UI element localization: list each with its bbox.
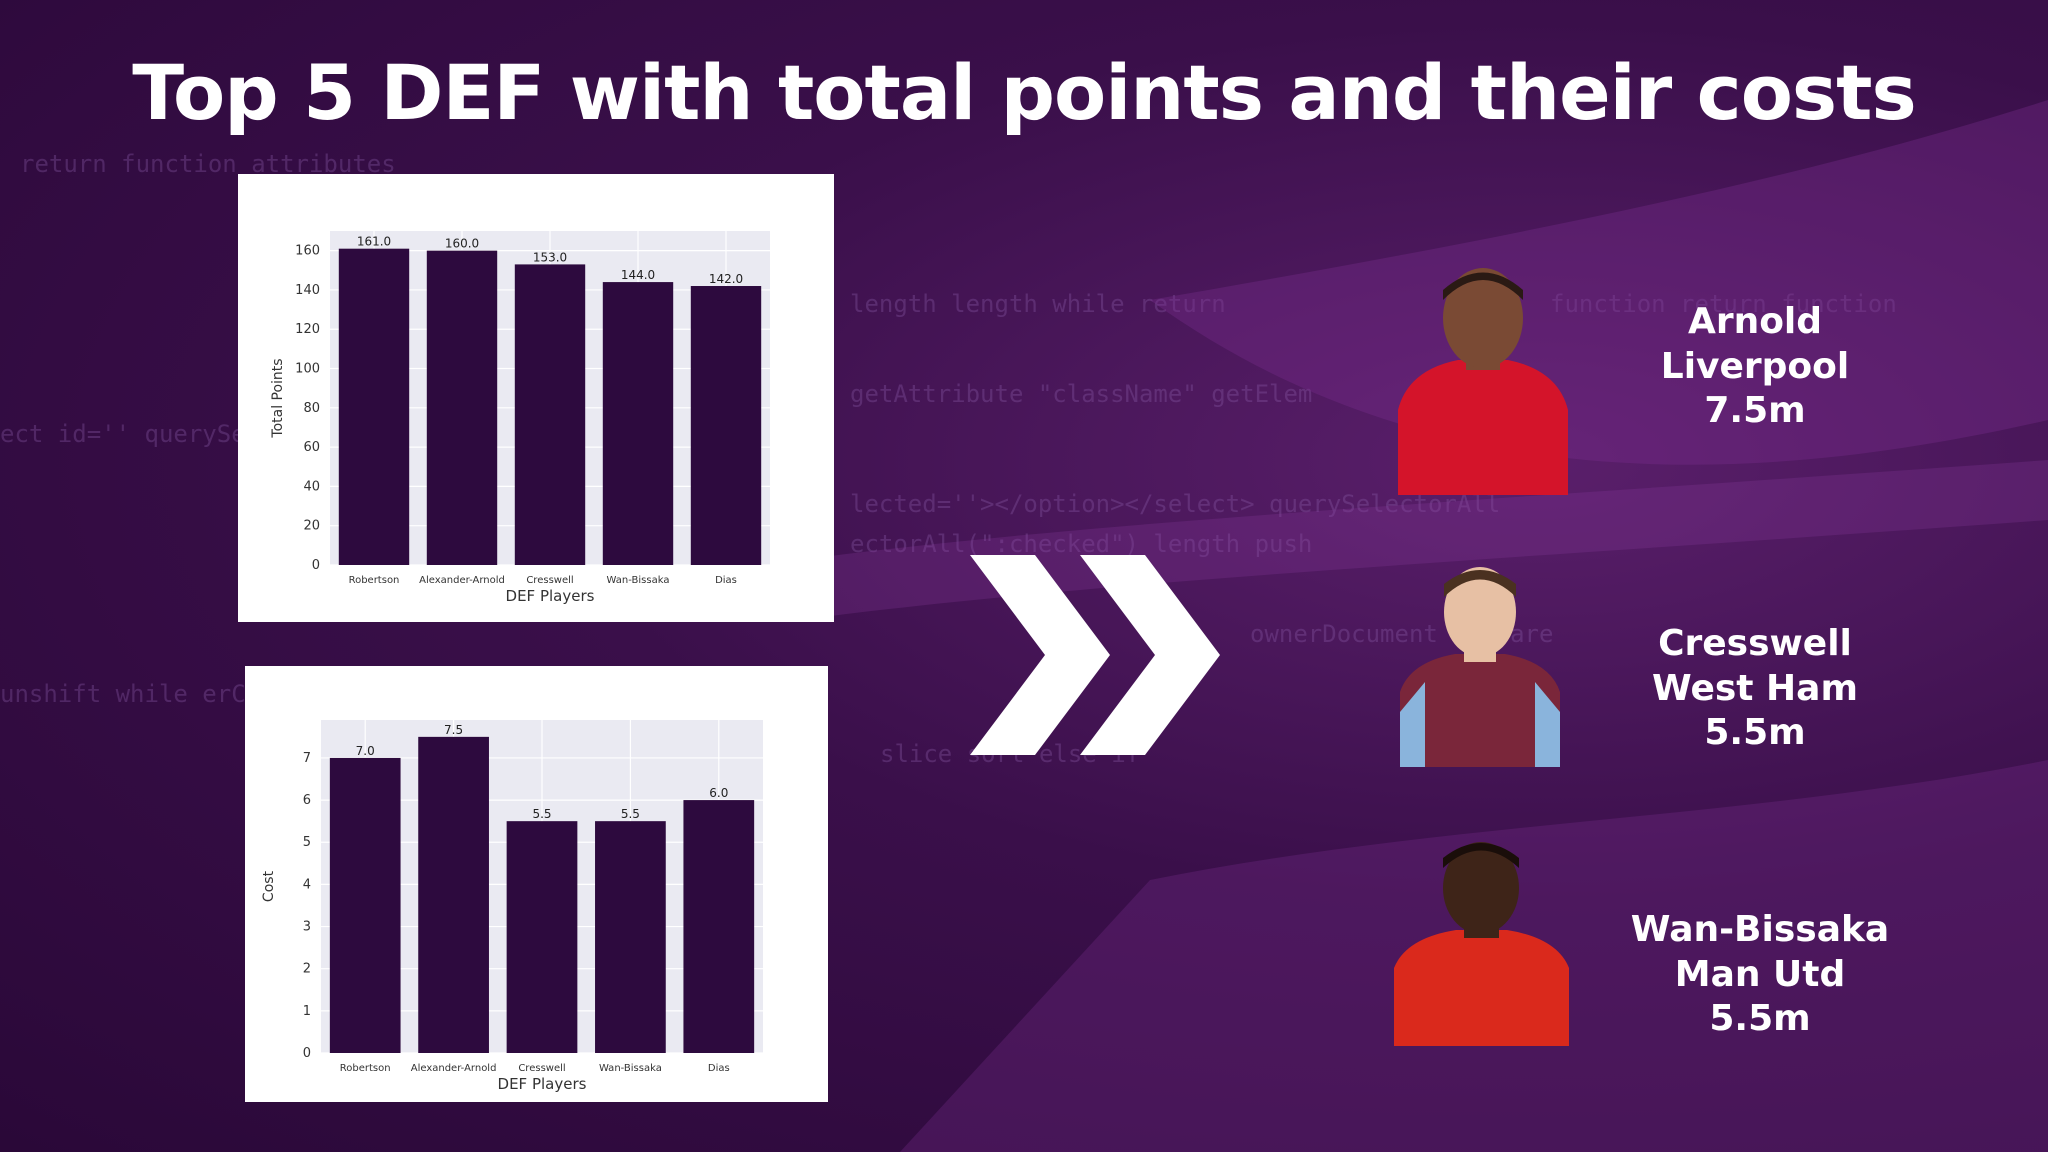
bar-value-label: 161.0: [357, 235, 391, 249]
bar-value-label: 7.5: [444, 723, 463, 737]
bar: [602, 282, 674, 565]
bar: [514, 264, 586, 565]
kit-shape: [1398, 360, 1568, 495]
bar: [329, 757, 401, 1053]
x-tick-label: Cresswell: [518, 1063, 565, 1074]
player-team: Liverpool: [1660, 345, 1850, 387]
bar: [595, 821, 666, 1053]
background-code-text: lected=''></option></select> querySelect…: [850, 490, 1501, 518]
bar-value-label: 7.0: [356, 744, 375, 758]
bar-value-label: 5.5: [532, 807, 551, 821]
player-team: West Ham: [1652, 667, 1858, 709]
player-team: Man Utd: [1674, 953, 1846, 995]
background-code-text: getAttribute "className" getElem: [850, 380, 1313, 408]
x-tick-label: Robertson: [340, 1063, 391, 1074]
double-chevron-right-icon: [970, 555, 1220, 755]
x-tick-label: Wan-Bissaka: [607, 575, 670, 586]
bar: [690, 286, 762, 565]
y-tick-label: 100: [295, 362, 320, 377]
y-tick-label: 20: [303, 519, 320, 534]
y-tick-label: 60: [303, 440, 320, 455]
background-code-text: ectorAll(":checked") length push: [850, 530, 1313, 558]
cost-chart: 0 1 2 3 4 5 6 7 7.0 Robertson 7.5 Alexander-Arnold 5…: [245, 666, 828, 1102]
player-cost: 5.5m: [1704, 712, 1806, 754]
bar: [506, 821, 578, 1053]
x-tick-label: Alexander-Arnold: [411, 1063, 497, 1074]
background-code-text: length length while return: [850, 290, 1226, 318]
player-name: Wan-Bissaka: [1630, 909, 1890, 950]
y-tick-label: 6: [303, 793, 311, 808]
kit-shape: [1394, 930, 1569, 1046]
bar: [418, 736, 489, 1053]
y-tick-label: 120: [295, 322, 320, 337]
bar-value-label: 142.0: [709, 272, 743, 286]
player-cost: 5.5m: [1709, 998, 1811, 1040]
bar-value-label: 160.0: [445, 237, 479, 251]
total-points-chart-svg: 0 20 40 60 80 100 120 140 160 161.0 Robertson 160.0…: [270, 231, 770, 605]
x-tick-label: Wan-Bissaka: [599, 1063, 662, 1074]
bar: [683, 800, 755, 1053]
cost-chart-svg: 0 1 2 3 4 5 6 7 7.0 Robertson 7.5 Alexander-Arnold 5…: [261, 720, 763, 1093]
y-tick-label: 4: [303, 877, 311, 892]
y-tick-label: 7: [303, 751, 311, 766]
y-axis-label: Cost: [261, 870, 277, 902]
player-cost: 7.5m: [1704, 390, 1806, 432]
x-tick-label: Cresswell: [526, 575, 573, 586]
y-tick-label: 0: [312, 558, 320, 573]
x-tick-label: Robertson: [349, 575, 400, 586]
bar-value-label: 144.0: [621, 268, 655, 282]
player-portrait-icon: [1400, 567, 1560, 767]
y-tick-label: 3: [303, 920, 311, 935]
total-points-chart: 0 20 40 60 80 100 120 140 160 161.0 Robertson 160.0…: [238, 174, 834, 622]
player-name: Cresswell: [1658, 623, 1852, 664]
x-tick-label: Dias: [715, 575, 737, 586]
player-portrait-icon: [1394, 842, 1569, 1046]
background-code-text: return function attributes: [20, 150, 396, 178]
x-tick-label: Dias: [708, 1063, 730, 1074]
x-tick-label: Alexander-Arnold: [419, 575, 505, 586]
y-tick-label: 5: [303, 835, 311, 850]
player-portrait-icon: [1398, 268, 1568, 495]
bar-value-label: 5.5: [621, 807, 640, 821]
x-axis-label: DEF Players: [506, 587, 595, 605]
player-name: Arnold: [1687, 301, 1823, 342]
y-tick-label: 1: [303, 1004, 311, 1019]
background-code-text: function return function: [1550, 290, 1897, 318]
y-tick-label: 0: [303, 1046, 311, 1061]
bar: [426, 250, 498, 565]
bar-value-label: 153.0: [533, 250, 567, 264]
kit-shape: [1400, 654, 1560, 767]
x-axis-label: DEF Players: [498, 1075, 587, 1093]
y-tick-label: 80: [303, 401, 320, 416]
y-axis-label: Total Points: [270, 358, 286, 438]
slide-title: Top 5 DEF with total points and their co…: [132, 48, 1916, 137]
background-code-text: unshift while erCase: [0, 680, 289, 708]
bar: [338, 248, 410, 565]
y-tick-label: 140: [295, 283, 320, 298]
bar-value-label: 6.0: [709, 786, 728, 800]
y-tick-label: 2: [303, 962, 311, 977]
y-tick-label: 160: [295, 244, 320, 259]
y-tick-label: 40: [303, 479, 320, 494]
